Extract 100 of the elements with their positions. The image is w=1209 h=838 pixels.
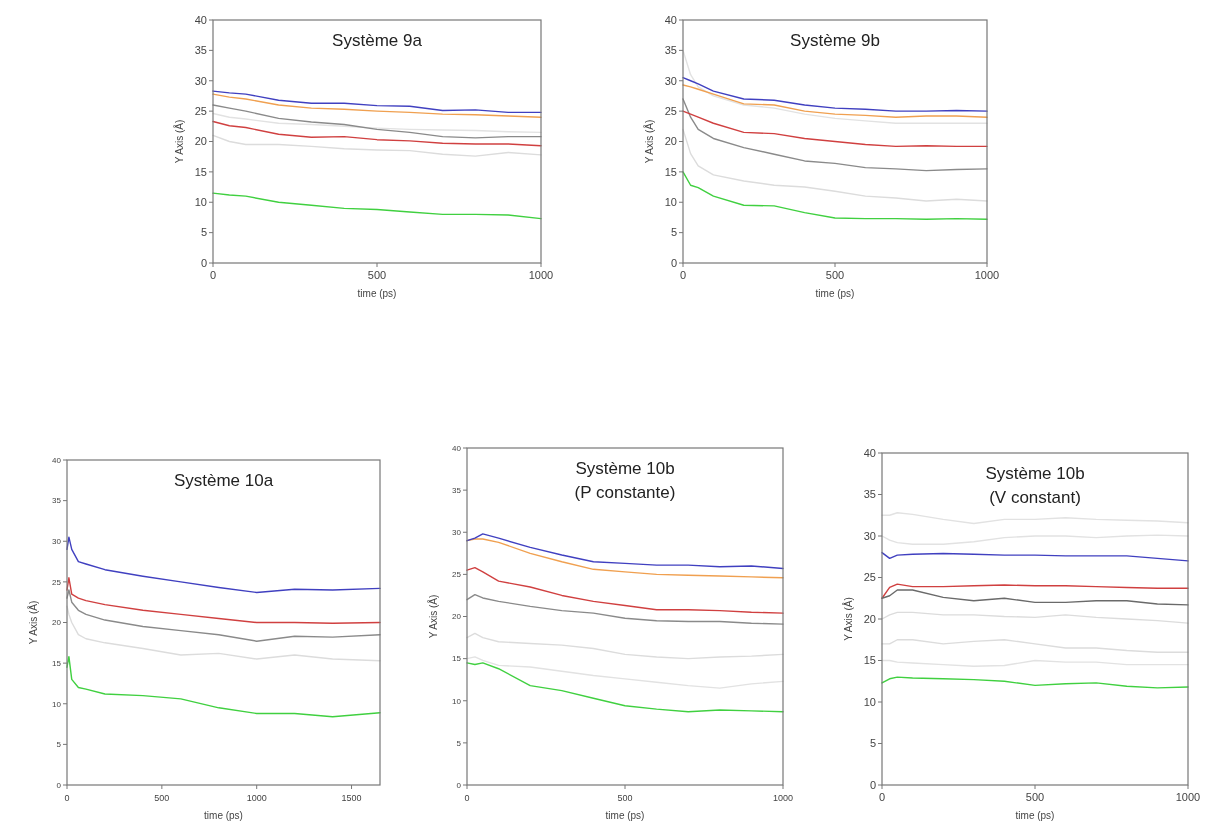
line-series (881, 676, 1189, 689)
y-tick-label: 40 (664, 13, 677, 26)
y-tick-label: 10 (452, 696, 462, 706)
x-tick-label: 0 (209, 269, 217, 281)
x-tick-label: 0 (64, 793, 70, 803)
line-series (881, 512, 1189, 525)
y-tick-label: 5 (200, 226, 207, 239)
line-series (682, 84, 988, 118)
x-axis-title: time (ps) (1015, 810, 1055, 821)
x-tick-label: 1000 (974, 269, 1000, 281)
x-tick-label: 500 (1025, 791, 1045, 803)
line-series (66, 536, 381, 594)
y-tick-label: 5 (670, 226, 677, 239)
y-tick-label: 25 (664, 104, 677, 117)
text: Système 9b (790, 31, 880, 50)
x-tick-label: 500 (825, 269, 845, 281)
y-tick-label: 0 (670, 256, 677, 269)
y-tick-label: 0 (200, 256, 207, 269)
text: (P constante) (574, 483, 676, 502)
line-series (66, 655, 381, 718)
y-tick-label: 15 (52, 658, 62, 668)
y-tick-label: 35 (664, 44, 677, 57)
line-series (66, 577, 381, 625)
x-axis-title: time (ps) (815, 288, 855, 299)
y-tick-label: 0 (456, 780, 462, 790)
y-tick-label: 20 (452, 612, 462, 622)
line-series (212, 134, 542, 157)
y-axis-title: Y Axis (Å) (643, 119, 655, 164)
y-tick-label: 25 (194, 104, 207, 117)
line-series (212, 112, 542, 134)
x-tick-label: 0 (878, 791, 886, 803)
y-tick-label: 5 (56, 740, 62, 750)
y-tick-label: 30 (664, 74, 677, 87)
y-axis-title: Y Axis (Å) (27, 600, 39, 645)
y-tick-label: 5 (456, 738, 462, 748)
y-tick-label: 40 (863, 446, 876, 459)
line-series (881, 639, 1189, 653)
text: Système 9a (332, 31, 423, 50)
y-tick-label: 10 (52, 699, 62, 709)
y-tick-label: 15 (194, 165, 207, 178)
y-tick-label: 15 (664, 165, 677, 178)
line-series (212, 104, 542, 139)
x-tick-label: 500 (617, 793, 633, 803)
text: Système 10b (985, 464, 1085, 483)
line-series (466, 662, 784, 713)
y-tick-label: 25 (52, 577, 62, 587)
line-series (466, 533, 784, 570)
y-tick-label: 35 (863, 488, 876, 501)
x-axis-title: time (ps) (357, 288, 397, 299)
line-series (881, 611, 1189, 624)
y-tick-label: 5 (869, 737, 876, 750)
y-tick-label: 20 (664, 135, 677, 148)
line-series (466, 656, 784, 689)
text: Système 10b (575, 459, 675, 478)
line-series (466, 632, 784, 660)
y-tick-label: 20 (52, 618, 62, 628)
line-series (682, 110, 988, 148)
y-tick-label: 35 (52, 496, 62, 506)
y-tick-label: 30 (52, 537, 62, 547)
y-tick-label: 40 (52, 455, 62, 465)
line-series (682, 77, 988, 112)
x-axis-title: time (ps) (204, 810, 243, 821)
y-axis-title: Y Axis (Å) (842, 597, 854, 641)
line-series (66, 589, 381, 642)
y-tick-label: 20 (863, 612, 876, 625)
line-series (466, 593, 784, 625)
x-tick-label: 1000 (246, 793, 267, 803)
y-tick-label: 30 (452, 528, 462, 538)
y-tick-label: 25 (452, 570, 462, 580)
x-tick-label: 500 (367, 269, 387, 281)
y-tick-label: 10 (863, 695, 876, 708)
line-series (466, 566, 784, 614)
line-series (682, 98, 988, 172)
y-tick-label: 30 (863, 529, 876, 542)
line-series (212, 192, 542, 220)
y-tick-label: 35 (194, 44, 207, 57)
line-series (881, 551, 1189, 562)
y-tick-label: 10 (194, 196, 207, 209)
x-tick-label: 1000 (1175, 791, 1201, 803)
x-tick-label: 1000 (528, 269, 554, 281)
y-tick-label: 0 (56, 780, 62, 790)
y-tick-label: 35 (452, 485, 462, 495)
y-tick-label: 10 (664, 196, 677, 209)
line-series (881, 583, 1189, 599)
line-series (682, 171, 988, 220)
y-tick-label: 25 (863, 571, 876, 584)
y-tick-label: 0 (869, 778, 876, 791)
y-axis-title: Y Axis (Å) (173, 119, 185, 164)
x-tick-label: 1000 (772, 793, 794, 803)
x-tick-label: 500 (154, 793, 170, 803)
y-tick-label: 40 (452, 443, 462, 453)
x-tick-label: 1500 (341, 793, 362, 803)
x-tick-label: 0 (464, 793, 470, 803)
line-series (212, 120, 542, 147)
line-series (881, 589, 1189, 606)
y-tick-label: 15 (863, 654, 876, 667)
y-axis-title: Y Axis (Å) (427, 594, 439, 639)
y-tick-label: 30 (194, 74, 207, 87)
x-tick-label: 0 (679, 269, 687, 281)
y-tick-label: 15 (452, 654, 462, 664)
